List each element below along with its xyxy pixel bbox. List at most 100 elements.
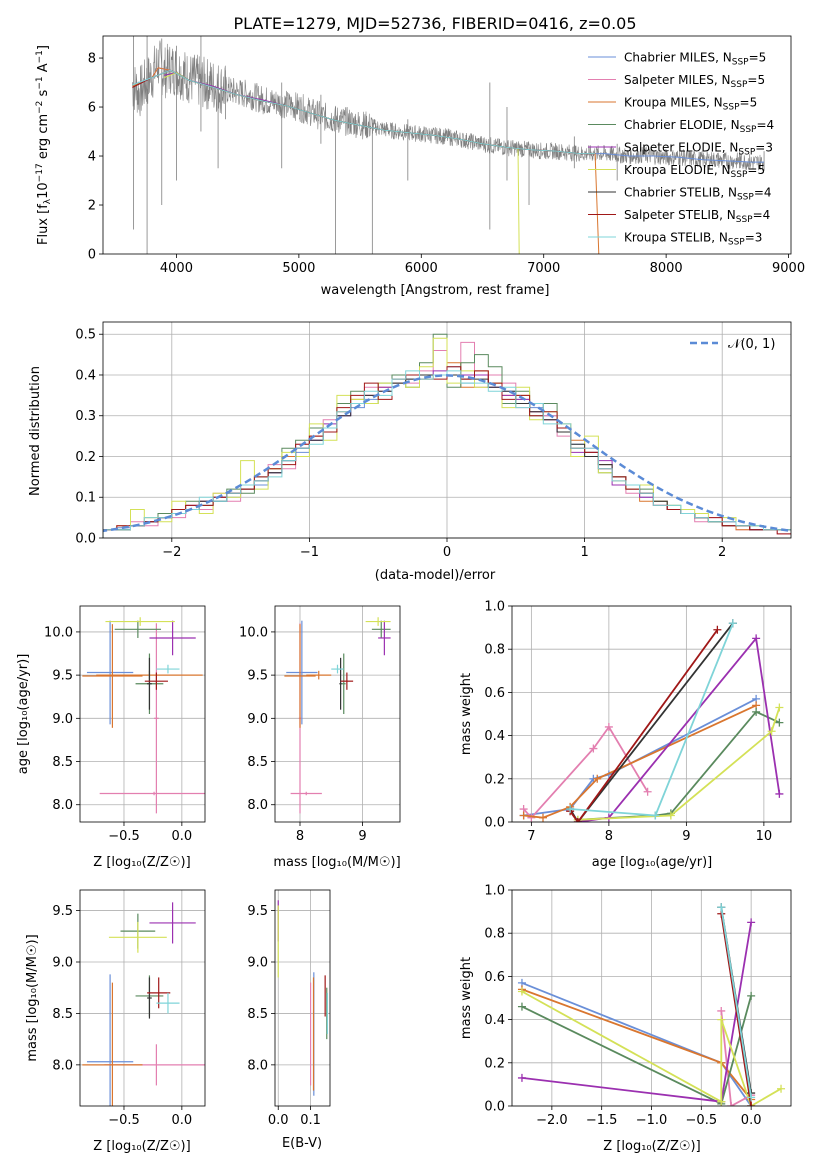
x-tick-label: 7000 (527, 261, 560, 276)
errorbar-point (82, 624, 143, 728)
legend: 𝒩(0, 1) (690, 337, 775, 352)
weight-series-line (522, 725, 649, 820)
weight-age-xlabel: age [log₁₀(age/yr)] (592, 855, 713, 870)
y-tick-label: 8.5 (247, 1007, 268, 1022)
errorbar-point (144, 672, 168, 690)
y-tick-label: 8 (88, 52, 96, 67)
x-tick-label: 0.0 (172, 1113, 193, 1128)
legend-label: Chabrier MILES, NSSP=5 (624, 51, 766, 68)
weight-age-ylabel: mass weight (459, 673, 474, 755)
x-tick-label: 4000 (160, 261, 193, 276)
weight-vs-age-panel: age [log₁₀(age/yr)] mass weight 7 8 9 10 0.0… (459, 600, 792, 870)
errorbar-point (154, 623, 159, 814)
plot-area (82, 617, 205, 814)
plus-marker (775, 789, 784, 798)
axes-frame (511, 605, 792, 823)
plus-marker (566, 805, 575, 814)
y-tick-label: 4 (88, 150, 96, 165)
axes-frame (274, 889, 331, 1107)
y-tick-label: 2 (88, 199, 96, 214)
axes-frame (79, 605, 206, 823)
histogram-xlabel: (data-model)/error (375, 568, 496, 583)
y-tick-label: 0.5 (75, 328, 96, 343)
y-tick-label: 8.0 (247, 1058, 268, 1073)
legend-rest: =5 (749, 51, 767, 65)
x-tick-label: −1.0 (636, 1113, 668, 1128)
errorbar-point (306, 670, 332, 680)
x-tick-label: 2 (718, 545, 726, 560)
weight-series-line (720, 907, 752, 1098)
x-tick-label: 10 (756, 829, 773, 844)
y-tick-label: 0.0 (75, 532, 96, 547)
legend-label: Salpeter STELIB, NSSP=4 (624, 208, 770, 225)
x-tick-label: 5000 (282, 261, 315, 276)
plus-marker (643, 787, 652, 796)
legend-rest: =4 (754, 186, 772, 200)
errorbar-point (286, 620, 318, 725)
grid (80, 606, 205, 822)
weight-series-line (720, 913, 752, 1106)
weight-series-line (720, 1010, 752, 1106)
legend-subscript: SSP (732, 58, 749, 68)
spectrum-ylabel: Flux [fλ10−17 erg cm−2 s−1 A−1] (35, 45, 53, 245)
grid (275, 890, 330, 1106)
y-tick-label: 8.0 (247, 798, 268, 813)
errorbar-point (340, 672, 354, 690)
y-tick-label: 0.8 (484, 643, 505, 658)
weight-series-line (577, 636, 781, 822)
legend-subscript: SSP (731, 80, 748, 90)
legend-label: Chabrier ELODIE, NSSP=4 (624, 118, 774, 135)
age-z-xlabel: Z [log₁₀(Z/Z☉)] (93, 855, 190, 870)
legend-subscript: SSP (738, 148, 755, 158)
x-tick-label: 7 (527, 829, 535, 844)
x-tick-label: −2 (162, 545, 181, 560)
plot-area (103, 333, 791, 538)
x-tick-label: −0.5 (108, 1113, 140, 1128)
legend-rest: =4 (756, 118, 774, 132)
legend-rest: =3 (755, 141, 773, 155)
plus-marker (604, 722, 613, 731)
x-tick-label: −0.5 (686, 1113, 718, 1128)
plus-marker (752, 707, 761, 716)
weight-series-line (569, 629, 719, 822)
plus-marker (573, 818, 582, 822)
plus-marker (747, 1093, 756, 1102)
errorbar-point (378, 620, 391, 656)
errorbar-point (105, 617, 175, 626)
plus-marker (593, 774, 602, 783)
errorbar-point (284, 624, 316, 728)
age-vs-mass-panel: mass [log₁₀(M/M☉)] 8 9 8.0 8.5 9.0 9.5 10.0 (239, 605, 401, 870)
spectrum-xlabel: wavelength [Angstrom, rest frame] (321, 283, 550, 298)
y-tick-label: 0.4 (484, 729, 505, 744)
legend-label: 𝒩(0, 1) (728, 337, 775, 352)
plus-marker (728, 619, 737, 628)
legend-label: Chabrier STELIB, NSSP=4 (624, 186, 772, 203)
x-tick-label: 0.0 (172, 829, 193, 844)
x-tick-label: 9 (358, 829, 366, 844)
mass-vs-ebv-panel: E(B-V) 0.0 0.1 8.0 8.5 9.0 9.5 (247, 889, 331, 1151)
plus-marker (539, 813, 547, 822)
legend-subscript: SSP (740, 125, 757, 135)
x-tick-label: 8000 (650, 261, 683, 276)
errorbar-point (156, 664, 180, 674)
x-tick-label: 0 (443, 545, 451, 560)
legend-label: Kroupa ELODIE, NSSP=5 (624, 163, 765, 180)
plot-area (132, 36, 765, 254)
errorbar-point (365, 617, 391, 626)
plot-area (277, 900, 329, 1096)
weight-vs-metallicity-panel: Z [log₁₀(Z/Z☉)] mass weight −2.0 −1.5 −1.0… (459, 884, 792, 1154)
x-tick-label: 0.1 (300, 1113, 321, 1128)
axes-frame (511, 889, 792, 1107)
y-tick-label: 9.5 (52, 669, 73, 684)
x-tick-label: 0.0 (268, 1113, 289, 1128)
x-tick-label: 0.0 (741, 1113, 762, 1128)
y-tick-label: 9.5 (247, 669, 268, 684)
axes-frame (102, 321, 792, 539)
histogram-ylabel: Normed distribution (28, 366, 43, 496)
plus-marker (517, 1073, 526, 1082)
legend-subscript: SSP (736, 215, 753, 225)
y-tick-label: 8.0 (52, 798, 73, 813)
x-tick-label: 9000 (772, 261, 805, 276)
weight-z-xlabel: Z [log₁₀(Z/Z☉)] (603, 1139, 700, 1154)
weight-series-line (523, 704, 757, 819)
